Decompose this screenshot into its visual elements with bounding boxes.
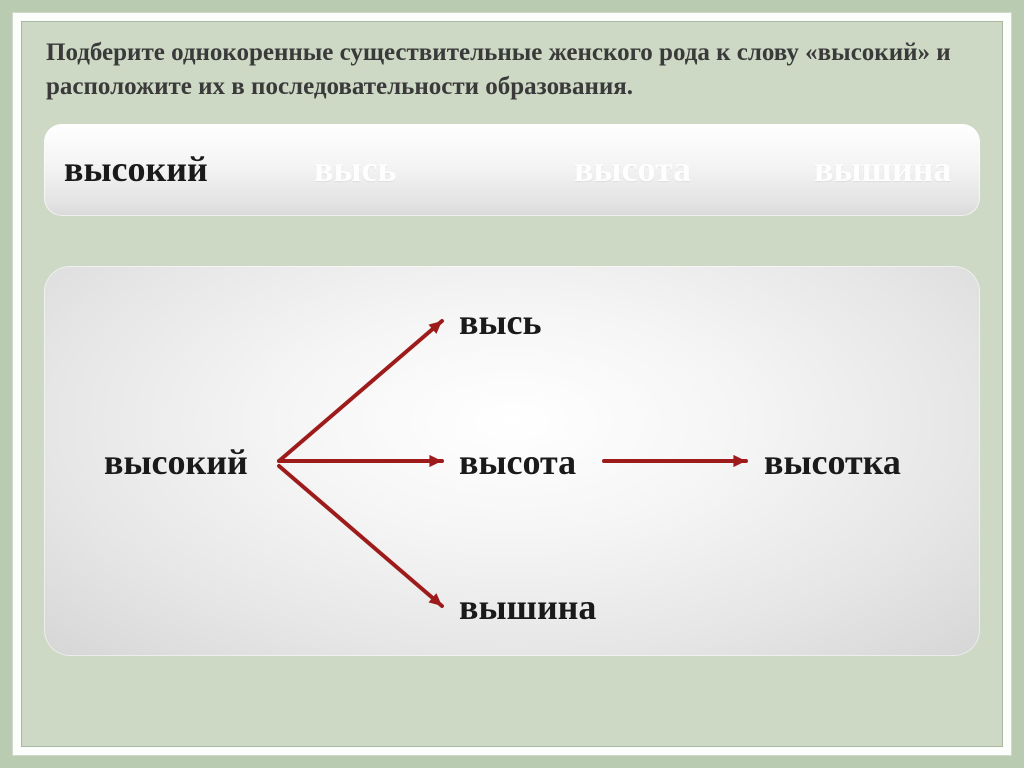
top-word-2: высота	[574, 148, 691, 190]
diagram-branch-2: вышина	[459, 586, 596, 628]
top-word-1: высь	[314, 148, 397, 190]
outer-frame: Подберите однокоренные существительные ж…	[12, 12, 1012, 756]
top-word-3: вышина	[814, 148, 951, 190]
arrow-icon	[259, 446, 462, 626]
diagram-branch-0: высь	[459, 301, 542, 343]
diagram-chain: высотка	[764, 441, 901, 483]
top-word-0: высокий	[64, 148, 208, 190]
diagram-source: высокий	[104, 441, 248, 483]
content-area: Подберите однокоренные существительные ж…	[21, 21, 1003, 747]
arrow-icon	[584, 441, 766, 481]
top-panel: высокий высь высота вышина	[44, 124, 980, 216]
diagram-panel: высокий высь высота вышина высотка	[44, 266, 980, 656]
instruction-text: Подберите однокоренные существительные ж…	[22, 22, 1002, 118]
diagram-branch-1: высота	[459, 441, 576, 483]
